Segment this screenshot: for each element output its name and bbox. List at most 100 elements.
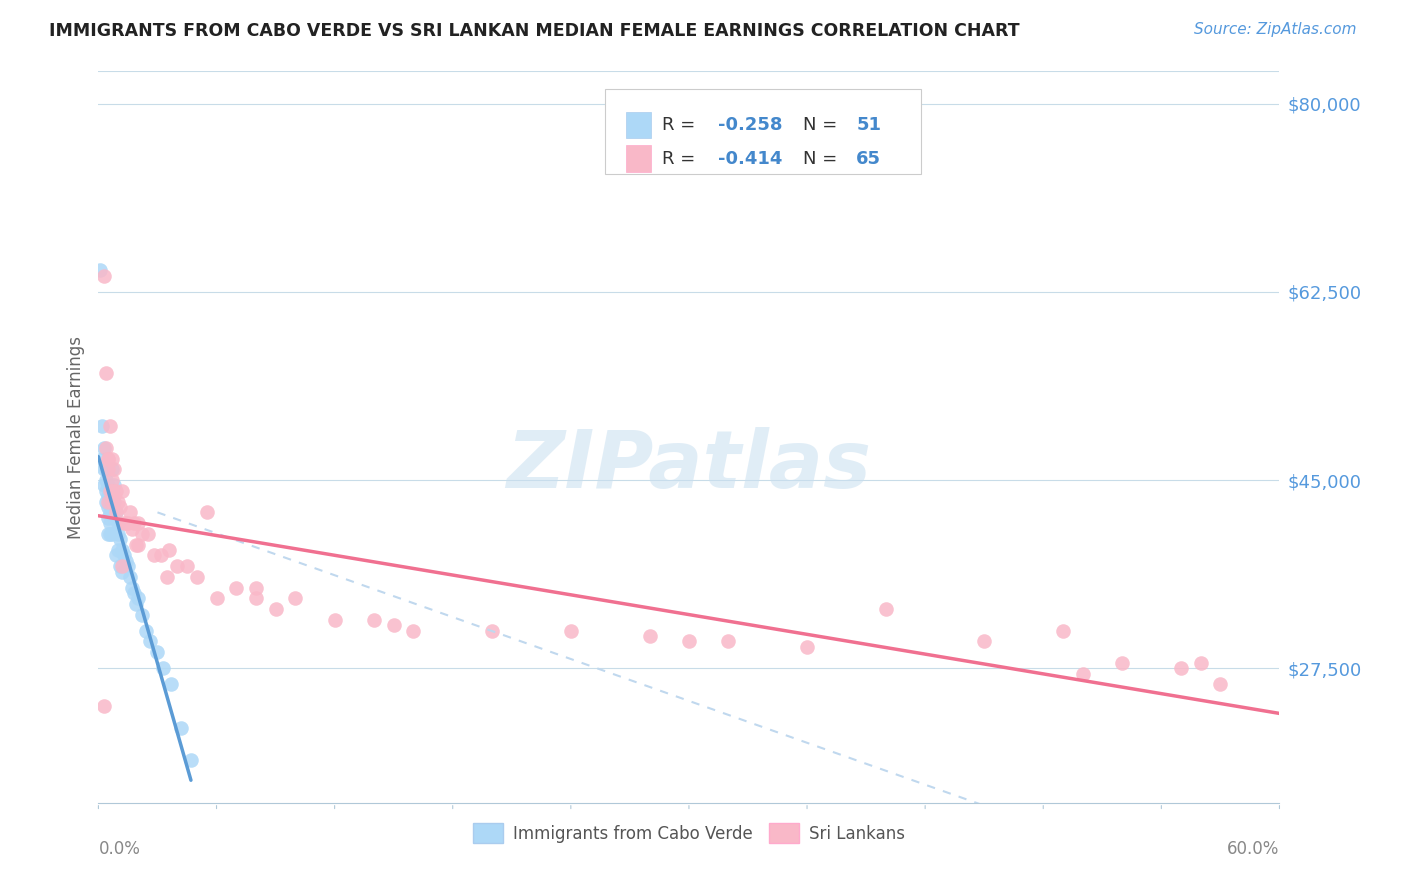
Text: 65: 65 xyxy=(856,150,882,168)
Point xyxy=(105,505,128,519)
Point xyxy=(127,538,149,552)
Point xyxy=(115,516,138,530)
Point xyxy=(186,570,208,584)
Point xyxy=(166,559,188,574)
Point xyxy=(135,624,157,638)
Text: ZIPatlas: ZIPatlas xyxy=(506,427,872,506)
Point xyxy=(103,489,125,503)
Point xyxy=(103,510,125,524)
Point xyxy=(152,661,174,675)
Point xyxy=(97,478,120,492)
Point xyxy=(97,527,120,541)
Point xyxy=(91,451,114,466)
Point xyxy=(101,473,124,487)
Point xyxy=(107,543,129,558)
Point xyxy=(96,462,118,476)
Point xyxy=(118,570,141,584)
Point xyxy=(108,500,131,514)
Point xyxy=(127,516,149,530)
Point xyxy=(96,483,118,498)
Point xyxy=(105,505,128,519)
Text: IMMIGRANTS FROM CABO VERDE VS SRI LANKAN MEDIAN FEMALE EARNINGS CORRELATION CHAR: IMMIGRANTS FROM CABO VERDE VS SRI LANKAN… xyxy=(49,22,1019,40)
Point xyxy=(1209,677,1232,691)
Point xyxy=(112,516,135,530)
Point xyxy=(97,451,120,466)
Point xyxy=(101,462,124,476)
Point xyxy=(1052,624,1074,638)
Point xyxy=(112,549,135,563)
Point xyxy=(97,489,120,503)
Point xyxy=(323,613,346,627)
Point xyxy=(93,462,115,476)
Point xyxy=(96,441,118,455)
Point xyxy=(96,473,118,487)
Point xyxy=(111,543,134,558)
Text: R =: R = xyxy=(662,150,702,168)
Point xyxy=(121,521,143,535)
Point xyxy=(98,516,121,530)
Point xyxy=(97,462,120,476)
Point xyxy=(170,721,193,735)
Point xyxy=(264,602,287,616)
Point xyxy=(245,581,267,595)
Point xyxy=(131,527,153,541)
Point xyxy=(98,527,121,541)
Point xyxy=(103,494,125,508)
Text: R =: R = xyxy=(662,116,702,134)
Point xyxy=(156,570,179,584)
Point xyxy=(93,478,115,492)
Point xyxy=(363,613,385,627)
Point xyxy=(105,483,128,498)
Point xyxy=(97,494,120,508)
Point xyxy=(101,483,124,498)
Point xyxy=(111,559,134,574)
Text: -0.258: -0.258 xyxy=(718,116,783,134)
Point xyxy=(1189,656,1212,670)
Point xyxy=(125,597,148,611)
Point xyxy=(678,634,700,648)
Point xyxy=(98,494,121,508)
Point xyxy=(146,645,169,659)
Point xyxy=(107,494,129,508)
Text: Source: ZipAtlas.com: Source: ZipAtlas.com xyxy=(1194,22,1357,37)
Point xyxy=(180,753,202,767)
Point xyxy=(98,505,121,519)
Point xyxy=(142,549,165,563)
Point xyxy=(101,505,124,519)
Point xyxy=(107,527,129,541)
Point xyxy=(284,591,307,606)
Point xyxy=(131,607,153,622)
Point xyxy=(93,698,115,713)
Point xyxy=(118,505,141,519)
Point xyxy=(136,527,159,541)
Point xyxy=(638,629,661,643)
Point xyxy=(91,419,114,434)
Point xyxy=(176,559,198,574)
Point xyxy=(382,618,405,632)
Point xyxy=(121,581,143,595)
Point xyxy=(245,591,267,606)
Point xyxy=(115,554,138,568)
Point xyxy=(93,268,115,283)
Point xyxy=(560,624,582,638)
Point xyxy=(96,366,118,380)
Text: 60.0%: 60.0% xyxy=(1227,840,1279,858)
Point xyxy=(97,500,120,514)
Point xyxy=(97,451,120,466)
Point xyxy=(117,559,139,574)
Text: 51: 51 xyxy=(856,116,882,134)
Point xyxy=(117,516,139,530)
Point xyxy=(89,263,111,277)
Point xyxy=(98,483,121,498)
Y-axis label: Median Female Earnings: Median Female Earnings xyxy=(66,335,84,539)
Point xyxy=(1170,661,1192,675)
Point xyxy=(717,634,740,648)
Point xyxy=(108,533,131,547)
Point xyxy=(205,591,228,606)
Text: N =: N = xyxy=(803,116,842,134)
Point xyxy=(1111,656,1133,670)
Point xyxy=(101,451,124,466)
Point xyxy=(402,624,425,638)
Point xyxy=(103,462,125,476)
Point xyxy=(195,505,218,519)
